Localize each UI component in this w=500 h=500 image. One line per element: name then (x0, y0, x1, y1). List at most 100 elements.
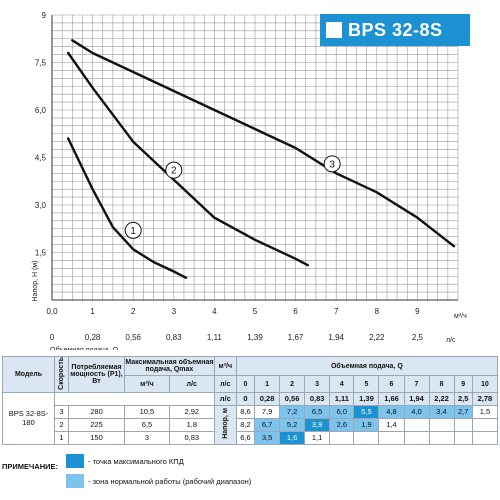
chart-grid (51, 14, 459, 301)
th-speed: Скорость (54, 356, 69, 393)
y-tick-label: 7,5 (35, 59, 47, 68)
th-q-m3: 8 (428, 375, 455, 393)
x-tick-label-ls: 0,28 (85, 333, 101, 342)
x-tick-label-ls: 1,94 (328, 333, 344, 342)
th-q-m3: 0 (235, 375, 256, 393)
series-line-2 (67, 51, 309, 267)
x-tick-label-ls: 2,5 (412, 333, 424, 342)
th-unit-m3: м³/ч (213, 355, 237, 377)
curve-label-1: 1 (130, 226, 136, 237)
table-cell: 2,92 (168, 404, 215, 419)
note-max-efficiency-text: - точка максимального КПД (88, 456, 184, 466)
model-cell: BPS 32-8S-180 (2, 391, 55, 445)
chart-title-box: BPS 32-8S (320, 14, 470, 46)
x-tick-label: 5 (253, 307, 258, 316)
y-tick-label: 6,0 (35, 106, 47, 115)
x-tick-label-ls: 0,83 (166, 333, 182, 342)
head-value-cell (428, 417, 455, 432)
head-value-cell: 1,9 (353, 417, 380, 432)
th-q-m3: 6 (378, 375, 405, 393)
head-value-cell: 6,0 (329, 404, 355, 419)
head-value-cell (453, 417, 473, 432)
working-range-swatch (66, 474, 84, 488)
curve-label-3: 3 (329, 159, 335, 170)
th-q-m3: 5 (353, 375, 380, 393)
table-cell: 6,5 (124, 417, 170, 432)
x-tick-label: 6 (293, 307, 298, 316)
title-square-icon (326, 22, 342, 38)
curve-label-circle-3 (323, 155, 341, 173)
th-q-m3: 7 (403, 375, 430, 393)
head-value-cell: 8,2 (235, 417, 256, 432)
th-q-m3: 10 (471, 375, 499, 393)
th-model: Модель (2, 356, 55, 393)
table-row: 2 225 6,5 1,8 8,2 6,7 5,2 3,9 2,6 1,9 1,4 (3, 417, 499, 432)
q-ls-cell: 0,56 (279, 391, 306, 406)
th-qmax-ls: л/с (168, 375, 215, 393)
note-title: ПРИМЕЧАНИЕ: (2, 462, 59, 471)
q-ls-cell: 2,22 (428, 391, 455, 406)
x-tick-label-ls: 0,56 (125, 333, 141, 342)
head-value-cell: 5,5 (353, 404, 380, 419)
table-cell: 1 (54, 430, 69, 445)
head-value-cell: 2,7 (453, 404, 473, 419)
q-ls-cell: 1,39 (353, 391, 380, 406)
y-axis-title: Напор, Н (м) (32, 261, 39, 302)
head-value-cell (403, 417, 430, 432)
q-ls-cell: 2,5 (453, 391, 473, 406)
note-max-efficiency: - точка максимального КПД (66, 454, 184, 468)
head-value-cell: 2,6 (329, 417, 355, 432)
x-tick-label: 7 (334, 307, 339, 316)
th-qmax-m3: м³/ч (124, 375, 170, 393)
table-cell: 225 (68, 417, 125, 432)
th-q-m3: 2 (279, 375, 306, 393)
x-tick-label: 3 (172, 307, 177, 316)
chart-labels: 1 2 3 (124, 155, 341, 239)
head-value-cell (378, 430, 405, 445)
x-tick-label-ls: 1,11 (207, 333, 223, 342)
head-value-cell: 6,6 (235, 430, 256, 445)
table-cell: 10,5 (124, 404, 170, 419)
q-ls-cell: 2,78 (471, 391, 499, 406)
head-value-cell: 8,6 (235, 404, 256, 419)
head-value-cell: 3,9 (304, 417, 331, 432)
pump-curve-chart: 0,0 0 1 0,28 2 0,56 3 0,83 4 1,11 5 1,39 6 1,67 7 1,94 8… (32, 11, 467, 350)
chart-axes: 0,0 0 1 0,28 2 0,56 3 0,83 4 1,11 5 1,39 6 1,67 7 1,94 8… (32, 11, 467, 350)
head-value-cell (403, 430, 430, 445)
head-value-cell: 3,4 (428, 404, 455, 419)
max-efficiency-swatch (66, 454, 84, 468)
x-tick-label: 2 (131, 307, 136, 316)
chart-title: BPS 32-8S (348, 19, 443, 40)
chart-curves (67, 39, 456, 279)
curve-label-circle-2 (165, 161, 183, 179)
q-ls-cell: 1,94 (403, 391, 430, 406)
head-value-cell: 1,1 (304, 430, 331, 445)
head-value-cell (428, 430, 455, 445)
spec-table: Модель Скорость Потребляемая мощность (P… (2, 355, 499, 445)
table-cell: 3 (124, 430, 170, 445)
head-value-cell: 1,6 (279, 430, 306, 445)
q-ls-cell: 0 (235, 391, 256, 406)
table-row-ls: BPS 32-8S-180 л/с 0 0,28 0,56 0,83 1,11 1,39 1,6… (2, 391, 499, 445)
head-value-cell: 1,5 (471, 404, 499, 419)
x-tick-label: 4 (212, 307, 217, 316)
table-cell: 1,8 (168, 417, 215, 432)
y-tick-label: 9 (42, 11, 47, 20)
y-tick-label: 4,5 (35, 154, 47, 163)
th-max-flow: Максимальная объемная подача, Qmax (124, 355, 215, 377)
head-value-cell: 4,8 (378, 404, 405, 419)
table-cell: 2 (54, 417, 69, 432)
y-tick-label: 3,0 (35, 201, 47, 210)
head-value-cell: 7,9 (254, 404, 281, 419)
x-tick-label: 1 (90, 307, 95, 316)
x-unit-m3: м³/ч (454, 313, 467, 320)
th-q-m3: 1 (254, 375, 281, 393)
unit-ls-cell: л/с (213, 391, 237, 406)
y-tick-label: 1,5 (35, 249, 47, 258)
head-value-cell: 6,5 (304, 404, 331, 419)
curve-label-circle-1 (124, 221, 142, 239)
th-q-m3: 9 (453, 375, 473, 393)
th-unit-ls: л/с (213, 375, 237, 393)
series-line-3 (71, 39, 456, 248)
head-value-cell (471, 417, 499, 432)
